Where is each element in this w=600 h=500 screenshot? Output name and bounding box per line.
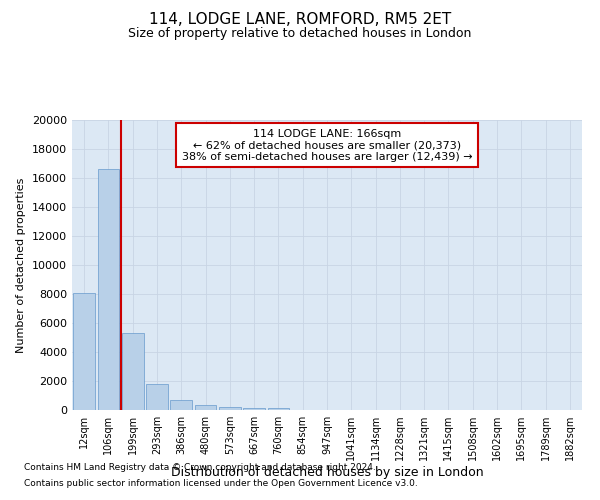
- Y-axis label: Number of detached properties: Number of detached properties: [16, 178, 26, 352]
- Bar: [73, 292, 95, 410]
- X-axis label: Distribution of detached houses by size in London: Distribution of detached houses by size …: [170, 466, 484, 479]
- Bar: [243, 408, 265, 410]
- Text: Size of property relative to detached houses in London: Size of property relative to detached ho…: [128, 28, 472, 40]
- Bar: [97, 170, 119, 410]
- Bar: [268, 408, 289, 410]
- Bar: [146, 384, 168, 410]
- Text: Contains HM Land Registry data © Crown copyright and database right 2024.: Contains HM Land Registry data © Crown c…: [24, 464, 376, 472]
- Text: Contains public sector information licensed under the Open Government Licence v3: Contains public sector information licen…: [24, 478, 418, 488]
- Bar: [219, 408, 241, 410]
- Bar: [170, 400, 192, 410]
- Bar: [194, 406, 217, 410]
- Bar: [122, 333, 143, 410]
- Text: 114 LODGE LANE: 166sqm
← 62% of detached houses are smaller (20,373)
38% of semi: 114 LODGE LANE: 166sqm ← 62% of detached…: [182, 128, 472, 162]
- Text: 114, LODGE LANE, ROMFORD, RM5 2ET: 114, LODGE LANE, ROMFORD, RM5 2ET: [149, 12, 451, 28]
